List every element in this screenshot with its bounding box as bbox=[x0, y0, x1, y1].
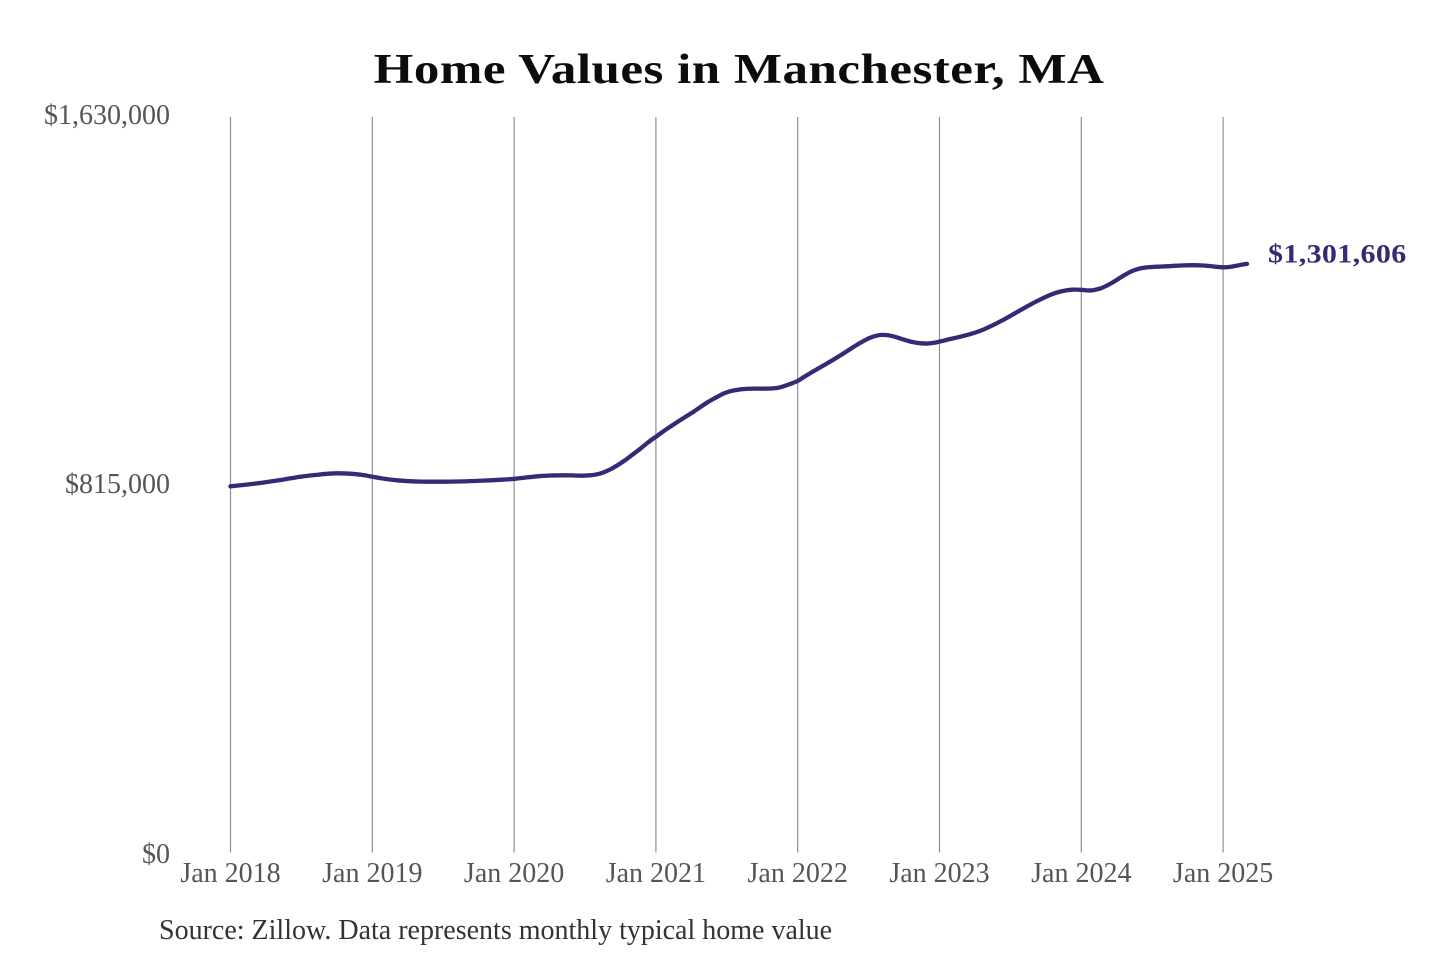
svg-text:Source: Zillow. Data represent: Source: Zillow. Data represents monthly … bbox=[159, 915, 832, 946]
svg-text:$1,630,000: $1,630,000 bbox=[44, 100, 170, 131]
svg-text:$815,000: $815,000 bbox=[65, 469, 170, 500]
svg-text:Jan 2020: Jan 2020 bbox=[464, 858, 564, 889]
svg-text:Jan 2021: Jan 2021 bbox=[606, 858, 706, 889]
svg-text:Jan 2022: Jan 2022 bbox=[748, 858, 848, 889]
svg-text:Jan 2018: Jan 2018 bbox=[180, 858, 280, 889]
svg-text:Home Values in Manchester, MA: Home Values in Manchester, MA bbox=[374, 46, 1105, 93]
svg-text:Jan 2025: Jan 2025 bbox=[1173, 858, 1273, 889]
svg-text:Jan 2024: Jan 2024 bbox=[1031, 858, 1131, 889]
svg-text:$0: $0 bbox=[142, 839, 170, 870]
svg-text:Jan 2019: Jan 2019 bbox=[322, 858, 422, 889]
svg-text:$1,301,606: $1,301,606 bbox=[1268, 240, 1407, 269]
svg-text:Jan 2023: Jan 2023 bbox=[889, 858, 989, 889]
